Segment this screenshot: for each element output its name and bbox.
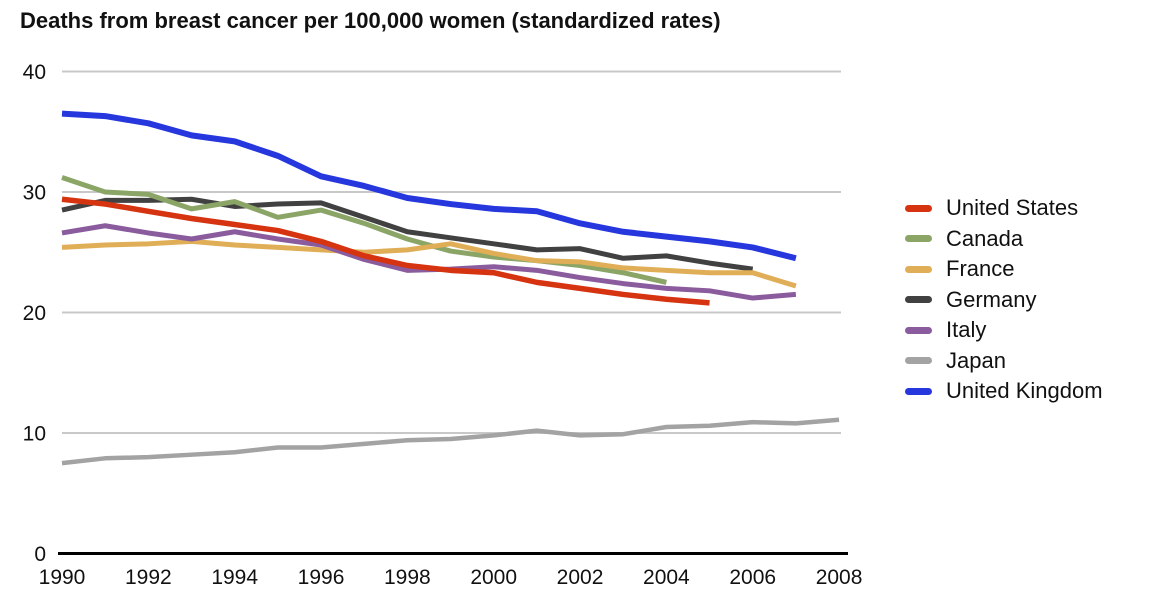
y-tick-label: 40 <box>23 61 46 84</box>
legend-label: Canada <box>946 225 1024 251</box>
y-tick-label: 10 <box>23 423 46 446</box>
legend-item-france: France <box>905 254 1103 285</box>
series-line-germany <box>61 196 754 272</box>
series-line-united-states <box>61 196 710 306</box>
legend-swatch <box>905 204 932 212</box>
legend-label: Italy <box>946 317 987 343</box>
legend-swatch <box>905 387 932 395</box>
legend-label: United Kingdom <box>946 378 1103 404</box>
series-line-france <box>61 238 797 289</box>
y-tick-label: 20 <box>23 302 46 325</box>
legend-swatch <box>905 326 932 334</box>
x-tick-label: 2004 <box>643 566 690 589</box>
series-line-canada <box>61 175 667 285</box>
legend-label: France <box>946 256 1015 282</box>
x-tick-label: 1992 <box>125 566 172 589</box>
x-tick-label: 1996 <box>298 566 345 589</box>
chart-title: Deaths from breast cancer per 100,000 wo… <box>20 8 721 33</box>
legend-label: United States <box>946 195 1079 221</box>
x-tick-label: 1994 <box>211 566 258 589</box>
x-tick-label: 2002 <box>557 566 604 589</box>
legend-item-united-states: United States <box>905 193 1103 224</box>
legend-label: Germany <box>946 286 1037 312</box>
legend-label: Japan <box>946 347 1006 373</box>
legend-item-canada: Canada <box>905 224 1103 255</box>
legend-swatch <box>905 296 932 304</box>
legend-item-germany: Germany <box>905 285 1103 316</box>
legend-swatch <box>905 235 932 243</box>
legend-swatch <box>905 357 932 365</box>
legend-item-italy: Italy <box>905 315 1103 346</box>
x-tick-label: 1998 <box>384 566 431 589</box>
x-tick-label: 1990 <box>39 566 86 589</box>
series-line-united-kingdom <box>61 110 797 262</box>
x-tick-label: 2000 <box>470 566 517 589</box>
legend-item-united-kingdom: United Kingdom <box>905 376 1103 407</box>
y-tick-label: 0 <box>34 543 46 566</box>
y-tick-label: 30 <box>23 182 46 205</box>
legend-item-japan: Japan <box>905 346 1103 377</box>
x-tick-label: 2006 <box>729 566 776 589</box>
series-line-japan <box>61 417 840 466</box>
x-tick-label: 2008 <box>816 566 863 589</box>
legend-swatch <box>905 265 932 273</box>
legend: United States Canada France Germany Italy Jap… <box>905 193 1103 407</box>
